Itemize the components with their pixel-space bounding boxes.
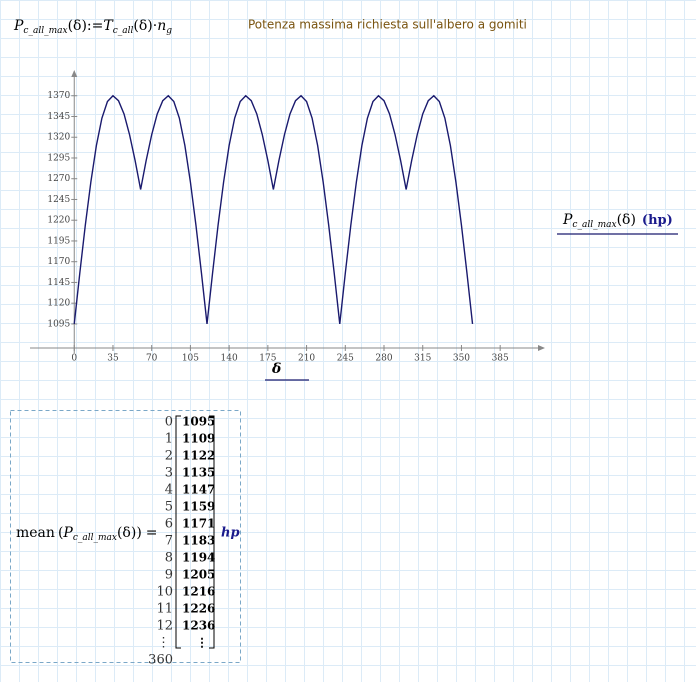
mean-expression: mean (Pc_all_max(δ)) = [16, 525, 158, 543]
mean-arg: (δ) [117, 525, 136, 541]
y-tick-label: 1320 [47, 133, 70, 143]
y-tick-label: 1370 [47, 91, 70, 101]
definition: Pc_all_max(δ):=Tc_all(δ)·ng [13, 18, 172, 36]
y-tick-label: 1295 [47, 153, 70, 163]
x-tick-label: 315 [414, 354, 431, 364]
row-value: 1122 [182, 449, 215, 463]
y-tick-label: 1345 [47, 112, 70, 122]
row-value: 1205 [182, 568, 215, 582]
def-assign: := [87, 18, 103, 34]
mean-func: mean [16, 525, 55, 541]
ylabel-unit: (hp) [642, 213, 673, 228]
matrix-bracket-right [209, 415, 215, 649]
row-index: 1 [165, 432, 173, 447]
x-tick-label: 350 [453, 354, 470, 364]
y-tick-label: 1145 [47, 278, 70, 288]
row-index: 9 [165, 568, 173, 583]
row-index: 7 [165, 534, 173, 549]
def-name: P [13, 18, 24, 34]
index-ellipsis: ⋮ [157, 636, 170, 651]
row-value: 1159 [182, 500, 215, 514]
mean-open: ( [58, 525, 63, 541]
value-ellipsis: ⋮ [196, 636, 208, 650]
x-tick-label: 0 [71, 354, 77, 364]
x-tick-label: 385 [492, 354, 509, 364]
note: Potenza massima richiesta sull'albero a … [248, 18, 527, 32]
row-index: 11 [156, 602, 173, 617]
mean-eq: = [146, 525, 158, 541]
y-tick-label: 1120 [47, 299, 70, 309]
x-tick-label: 105 [182, 354, 199, 364]
result-box [10, 410, 241, 663]
mean-sub: c_all_max [73, 533, 117, 543]
row-value: 1236 [182, 619, 215, 633]
y-axis-label: Pc_all_max(δ) (hp) [562, 212, 673, 230]
def-factor: n [157, 18, 166, 34]
x-axis-arrow [538, 345, 545, 351]
row-value: 1147 [182, 483, 215, 497]
y-axis-arrow [71, 70, 78, 77]
def-sub: c_all_max [23, 26, 67, 36]
x-tick-label: 35 [107, 354, 119, 364]
mean-close: ) [136, 525, 141, 541]
mean-name: P [62, 525, 73, 541]
ylabel-sub: c_all_max [572, 220, 616, 230]
row-index: 10 [156, 585, 173, 600]
matrix-bracket-left [175, 415, 181, 649]
row-index: 4 [165, 483, 173, 498]
row-value: 1171 [182, 517, 215, 531]
y-tick-label: 1095 [47, 319, 70, 329]
y-tick-label: 1195 [47, 236, 70, 246]
y-tick-label: 1220 [47, 216, 70, 226]
line-series [73, 94, 474, 325]
x-tick-label: 140 [221, 354, 238, 364]
row-index: 2 [165, 449, 173, 464]
x-tick-label: 210 [298, 354, 315, 364]
x-tick-label: 175 [259, 354, 276, 364]
row-value: 1194 [182, 551, 215, 565]
x-tick-label: 70 [146, 354, 158, 364]
row-value: 1216 [182, 585, 215, 599]
def-rhs-arg: (δ) [133, 18, 152, 34]
x-tick-label: 280 [375, 354, 392, 364]
row-value: 1226 [182, 602, 215, 616]
ylabel-arg: (δ) [617, 212, 636, 228]
x-tick-label: 245 [337, 354, 354, 364]
def-dot: · [153, 18, 157, 34]
row-index: 12 [156, 619, 173, 634]
def-factor-sub: g [166, 26, 172, 36]
row-value: 1135 [182, 466, 215, 480]
row-index: 5 [165, 500, 173, 515]
def-arg: (δ) [68, 18, 87, 34]
row-index: 0 [165, 415, 173, 430]
def-rhs: T [103, 18, 114, 34]
row-value: 1183 [182, 534, 215, 548]
mean-unit: hp [221, 526, 240, 541]
row-index: 3 [165, 466, 173, 481]
y-tick-label: 1170 [47, 257, 70, 267]
row-value: 1095 [182, 415, 215, 429]
x-axis-label: δ [271, 361, 281, 377]
row-index: 6 [165, 517, 173, 532]
y-tick-label: 1245 [47, 195, 70, 205]
def-rhs-sub: c_all [113, 26, 134, 36]
ylabel-name: P [562, 212, 573, 228]
last-index: 360 [148, 653, 173, 668]
row-value: 1109 [182, 432, 215, 446]
row-index: 8 [165, 551, 173, 566]
y-tick-label: 1270 [47, 174, 70, 184]
